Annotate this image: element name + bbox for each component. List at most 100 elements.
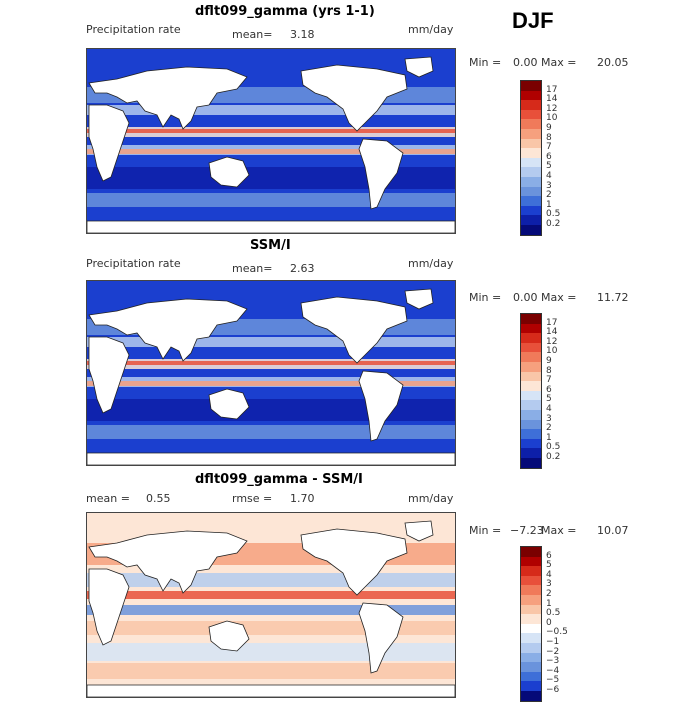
- colorbar-tick-label: 5: [546, 161, 552, 172]
- panel2-title: SSM/I: [250, 238, 291, 253]
- precip-band: [87, 573, 455, 587]
- coastline: [88, 66, 248, 130]
- colorbar-swatch: [521, 167, 541, 177]
- colorbar-swatch: [521, 333, 541, 343]
- colorbar-swatch: [521, 352, 541, 362]
- colorbar-tick-label: 6: [546, 384, 552, 395]
- panel3-rmse-label: rmse =: [232, 492, 273, 505]
- coastline: [404, 520, 434, 542]
- colorbar-tick-label: 0.5: [546, 608, 561, 619]
- panel2-colorbar: [520, 313, 542, 469]
- precip-band: [87, 399, 455, 421]
- panel1-map-svg: [87, 49, 455, 233]
- panel1-min-label: Min =: [469, 56, 502, 69]
- panel2-min-value: 0.00: [513, 291, 538, 304]
- panel3-max-label: Max =: [541, 524, 577, 537]
- precip-band: [87, 337, 455, 347]
- colorbar-swatch: [521, 224, 541, 235]
- colorbar-swatch: [521, 186, 541, 197]
- precip-band: [87, 381, 455, 386]
- panel3-min-label: Min =: [469, 524, 502, 537]
- colorbar-swatch: [521, 314, 541, 324]
- colorbar-tick-label: 0.5: [546, 442, 561, 453]
- colorbar-swatch: [521, 90, 541, 101]
- colorbar-swatch: [521, 361, 541, 372]
- colorbar-tick-label: 0.2: [546, 219, 561, 229]
- panel3-mean-value: 0.55: [146, 492, 171, 505]
- panel3-title: dflt099_gamma - SSM/I: [195, 472, 363, 487]
- colorbar-swatch: [521, 205, 541, 216]
- coastline: [404, 288, 434, 310]
- coastline: [88, 298, 248, 362]
- coastline: [208, 388, 250, 420]
- coastline: [87, 452, 455, 465]
- precip-band: [87, 361, 455, 365]
- colorbar-tick-label: 3: [546, 413, 552, 424]
- colorbar-swatch: [521, 448, 541, 458]
- precip-band: [87, 663, 455, 679]
- panel2-map-svg: [87, 281, 455, 465]
- colorbar-swatch: [521, 642, 541, 653]
- colorbar-tick-label: 8: [546, 365, 552, 376]
- panel2-mean-label: mean=: [232, 262, 273, 275]
- colorbar-tick-label: −6: [546, 685, 560, 695]
- colorbar-swatch: [521, 381, 541, 391]
- panel1-mean-value: 3.18: [290, 28, 315, 41]
- colorbar-tick-label: 5: [546, 560, 552, 571]
- colorbar-swatch: [521, 614, 541, 624]
- colorbar-swatch: [521, 604, 541, 615]
- coastline: [87, 220, 455, 233]
- colorbar-swatch: [521, 556, 541, 567]
- panel3-colorbar: [520, 546, 542, 702]
- colorbar-tick-label: 10: [546, 113, 558, 124]
- colorbar-tick-label: 7: [546, 375, 552, 386]
- precip-band: [87, 129, 455, 133]
- panel1-units: mm/day: [408, 23, 454, 36]
- panel2-left-label: Precipitation rate: [86, 257, 181, 270]
- coastline: [87, 684, 455, 697]
- panel1-max-label: Max =: [541, 56, 577, 69]
- colorbar-tick-label: −2: [546, 646, 560, 657]
- panel3-rmse-value: 1.70: [290, 492, 315, 505]
- panel3-min-value: −7.23: [510, 524, 544, 537]
- colorbar-tick-label: 9: [546, 123, 552, 133]
- panel2-map: [86, 280, 456, 466]
- panel3-units: mm/day: [408, 492, 454, 505]
- colorbar-tick-label: 8: [546, 132, 552, 143]
- colorbar-tick-label: 9: [546, 356, 552, 366]
- precip-band: [87, 167, 455, 189]
- panel2-max-value: 11.72: [597, 291, 629, 304]
- colorbar-swatch: [521, 215, 541, 225]
- colorbar-tick-label: 4: [546, 569, 552, 580]
- colorbar-tick-label: 1: [546, 598, 552, 609]
- coastline: [404, 56, 434, 78]
- colorbar-tick-label: 6: [546, 151, 552, 162]
- colorbar-tick-label: 14: [546, 327, 558, 338]
- panel1-colorbar: [520, 80, 542, 236]
- colorbar-tick-label: 7: [546, 142, 552, 153]
- precip-band: [87, 425, 455, 439]
- colorbar-swatch: [521, 566, 541, 576]
- colorbar-swatch: [521, 575, 541, 586]
- precip-band: [87, 193, 455, 207]
- colorbar-swatch: [521, 623, 541, 634]
- colorbar-tick-label: 1: [546, 199, 552, 210]
- colorbar-swatch: [521, 419, 541, 430]
- colorbar-tick-label: 2: [546, 589, 552, 599]
- season-label: DJF: [512, 8, 554, 33]
- panel3-mean-label: mean =: [86, 492, 130, 505]
- colorbar-swatch: [521, 690, 541, 701]
- colorbar-tick-label: −5: [546, 675, 560, 686]
- colorbar-tick-label: 3: [546, 579, 552, 590]
- coastline: [88, 336, 130, 414]
- colorbar-tick-label: 2: [546, 190, 552, 201]
- precip-band: [87, 105, 455, 115]
- colorbar-swatch: [521, 128, 541, 139]
- colorbar-swatch: [521, 633, 541, 643]
- colorbar-swatch: [521, 323, 541, 334]
- colorbar-tick-label: −4: [546, 665, 560, 676]
- panel3-map-svg: [87, 513, 455, 697]
- colorbar-swatch: [521, 662, 541, 672]
- colorbar-tick-label: 10: [546, 346, 558, 357]
- panel2-min-label: Min =: [469, 291, 502, 304]
